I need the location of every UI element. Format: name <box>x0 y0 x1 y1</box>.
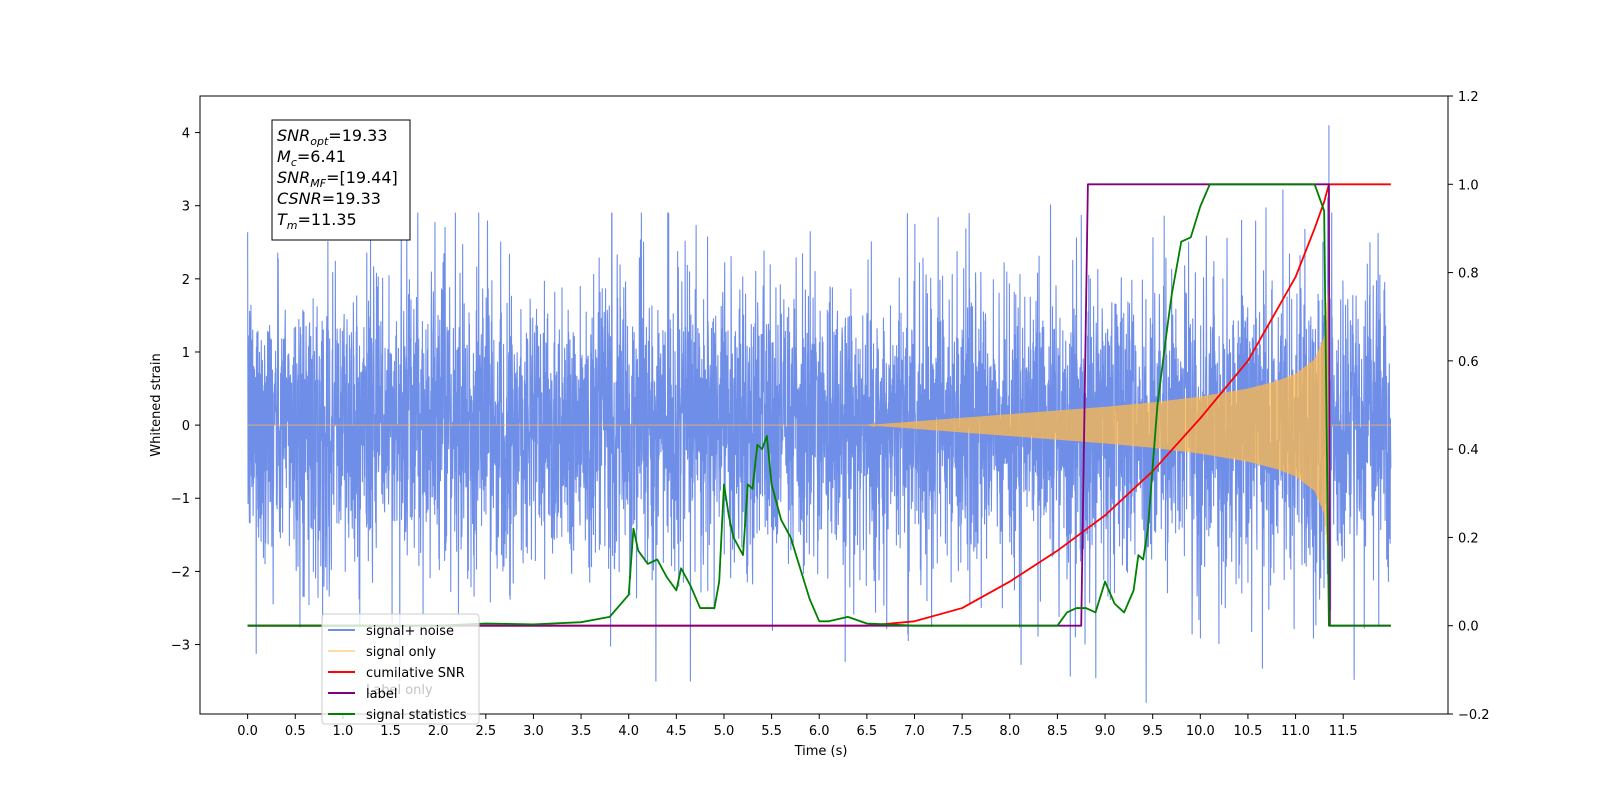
info-box-line: SNRopt=19.33 <box>277 126 388 148</box>
right-y-axis-ticks: 1.2 1.0 0.8 0.6 0.4 0.2 0.0 −0.2 <box>1448 90 1490 723</box>
left-y-axis-ticks: 4 3 2 1 0 −1 −2 −3 <box>171 127 200 654</box>
x-tick-label: 10.5 <box>1233 724 1262 739</box>
right-y-tick-label: 0.4 <box>1458 443 1479 458</box>
x-tick-label: 10.0 <box>1186 724 1215 739</box>
info-subscript: m <box>287 219 298 232</box>
info-value: =11.35 <box>298 210 357 229</box>
legend-label: cumilative SNR <box>366 666 465 681</box>
x-tick-label: 8.0 <box>999 724 1020 739</box>
info-subscript: c <box>291 156 297 169</box>
info-box-line: Mc=6.41 <box>277 147 346 169</box>
x-tick-label: 1.5 <box>380 724 401 739</box>
left-y-tick-label: 2 <box>182 273 190 288</box>
left-y-tick-label: 1 <box>182 346 190 361</box>
info-subscript: MF <box>310 177 326 190</box>
signal-only-line <box>247 286 1391 568</box>
x-tick-label: 2.5 <box>475 724 496 739</box>
legend-frame <box>321 613 480 725</box>
x-tick-label: 3.0 <box>523 724 544 739</box>
legend-label: label <box>366 687 397 702</box>
x-tick-label: 11.5 <box>1329 724 1358 739</box>
legend-hidden-text: Label only <box>366 683 433 698</box>
left-y-tick-label: −3 <box>171 639 190 654</box>
x-tick-label: 11.0 <box>1281 724 1310 739</box>
right-y-tick-label: 0.2 <box>1458 531 1479 546</box>
info-value: =[19.44] <box>326 168 398 187</box>
legend: Label only signal+ noise signal only cumila… <box>321 613 480 725</box>
info-box: SNRopt=19.33Mc=6.41SNRMF=[19.44]CSNR=19.… <box>271 119 411 241</box>
x-tick-label: 5.5 <box>761 724 782 739</box>
x-tick-label: 7.5 <box>952 724 973 739</box>
info-box-line: CSNR=19.33 <box>277 189 381 208</box>
x-tick-label: 8.5 <box>1047 724 1068 739</box>
x-tick-label: 2.0 <box>428 724 449 739</box>
x-tick-label: 5.0 <box>714 724 735 739</box>
x-axis-ticks: 0.0 0.5 1.0 1.5 2.0 2.5 3.0 3.5 4.0 4.5 5.0 5.5 6.0 6… <box>237 714 1358 739</box>
info-value: =19.33 <box>322 189 381 208</box>
info-variable: M <box>277 147 291 166</box>
info-value: =19.33 <box>328 126 387 145</box>
right-y-tick-label: 0.8 <box>1458 267 1479 282</box>
left-y-tick-label: 3 <box>182 200 190 215</box>
left-y-tick-label: −1 <box>171 492 190 507</box>
x-tick-label: 6.0 <box>809 724 830 739</box>
right-y-tick-label: 1.2 <box>1458 90 1479 105</box>
left-y-tick-label: 0 <box>182 419 190 434</box>
info-subscript: opt <box>310 135 329 148</box>
info-box-frame <box>271 119 411 241</box>
left-y-tick-label: −2 <box>171 565 190 580</box>
right-y-tick-label: 0.0 <box>1458 620 1479 635</box>
signal-statistics-line <box>247 183 1391 627</box>
info-variable: SNR <box>277 126 310 145</box>
info-box-line: Tm=11.35 <box>277 210 357 232</box>
x-tick-label: 0.5 <box>285 724 306 739</box>
left-y-tick-label: 4 <box>182 127 190 142</box>
right-y-tick-label: −0.2 <box>1458 708 1490 723</box>
y-axis-label: Whitened strain <box>149 353 164 456</box>
x-axis-label: Time (s) <box>794 744 848 759</box>
info-variable: CSNR <box>277 189 322 208</box>
x-tick-label: 0.0 <box>237 724 258 739</box>
x-tick-label: 9.0 <box>1095 724 1116 739</box>
legend-label: signal+ noise <box>366 624 454 639</box>
x-tick-label: 7.0 <box>904 724 925 739</box>
signal-only-series-layer <box>247 286 1391 568</box>
x-tick-label: 3.5 <box>571 724 592 739</box>
info-value: =6.41 <box>297 147 346 166</box>
x-tick-label: 6.5 <box>857 724 878 739</box>
info-variable: T <box>277 210 288 229</box>
legend-label: signal only <box>366 645 436 660</box>
info-box-line: SNRMF=[19.44] <box>277 168 398 190</box>
x-tick-label: 1.0 <box>333 724 354 739</box>
right-y-tick-label: 1.0 <box>1458 178 1479 193</box>
legend-label: signal statistics <box>366 708 467 723</box>
x-tick-label: 9.5 <box>1142 724 1163 739</box>
plot-frame <box>199 95 1449 715</box>
x-tick-label: 4.0 <box>618 724 639 739</box>
x-tick-label: 4.5 <box>666 724 687 739</box>
right-y-tick-label: 0.6 <box>1458 355 1479 370</box>
right-axis-series-layer <box>247 183 1391 627</box>
info-variable: SNR <box>277 168 310 187</box>
